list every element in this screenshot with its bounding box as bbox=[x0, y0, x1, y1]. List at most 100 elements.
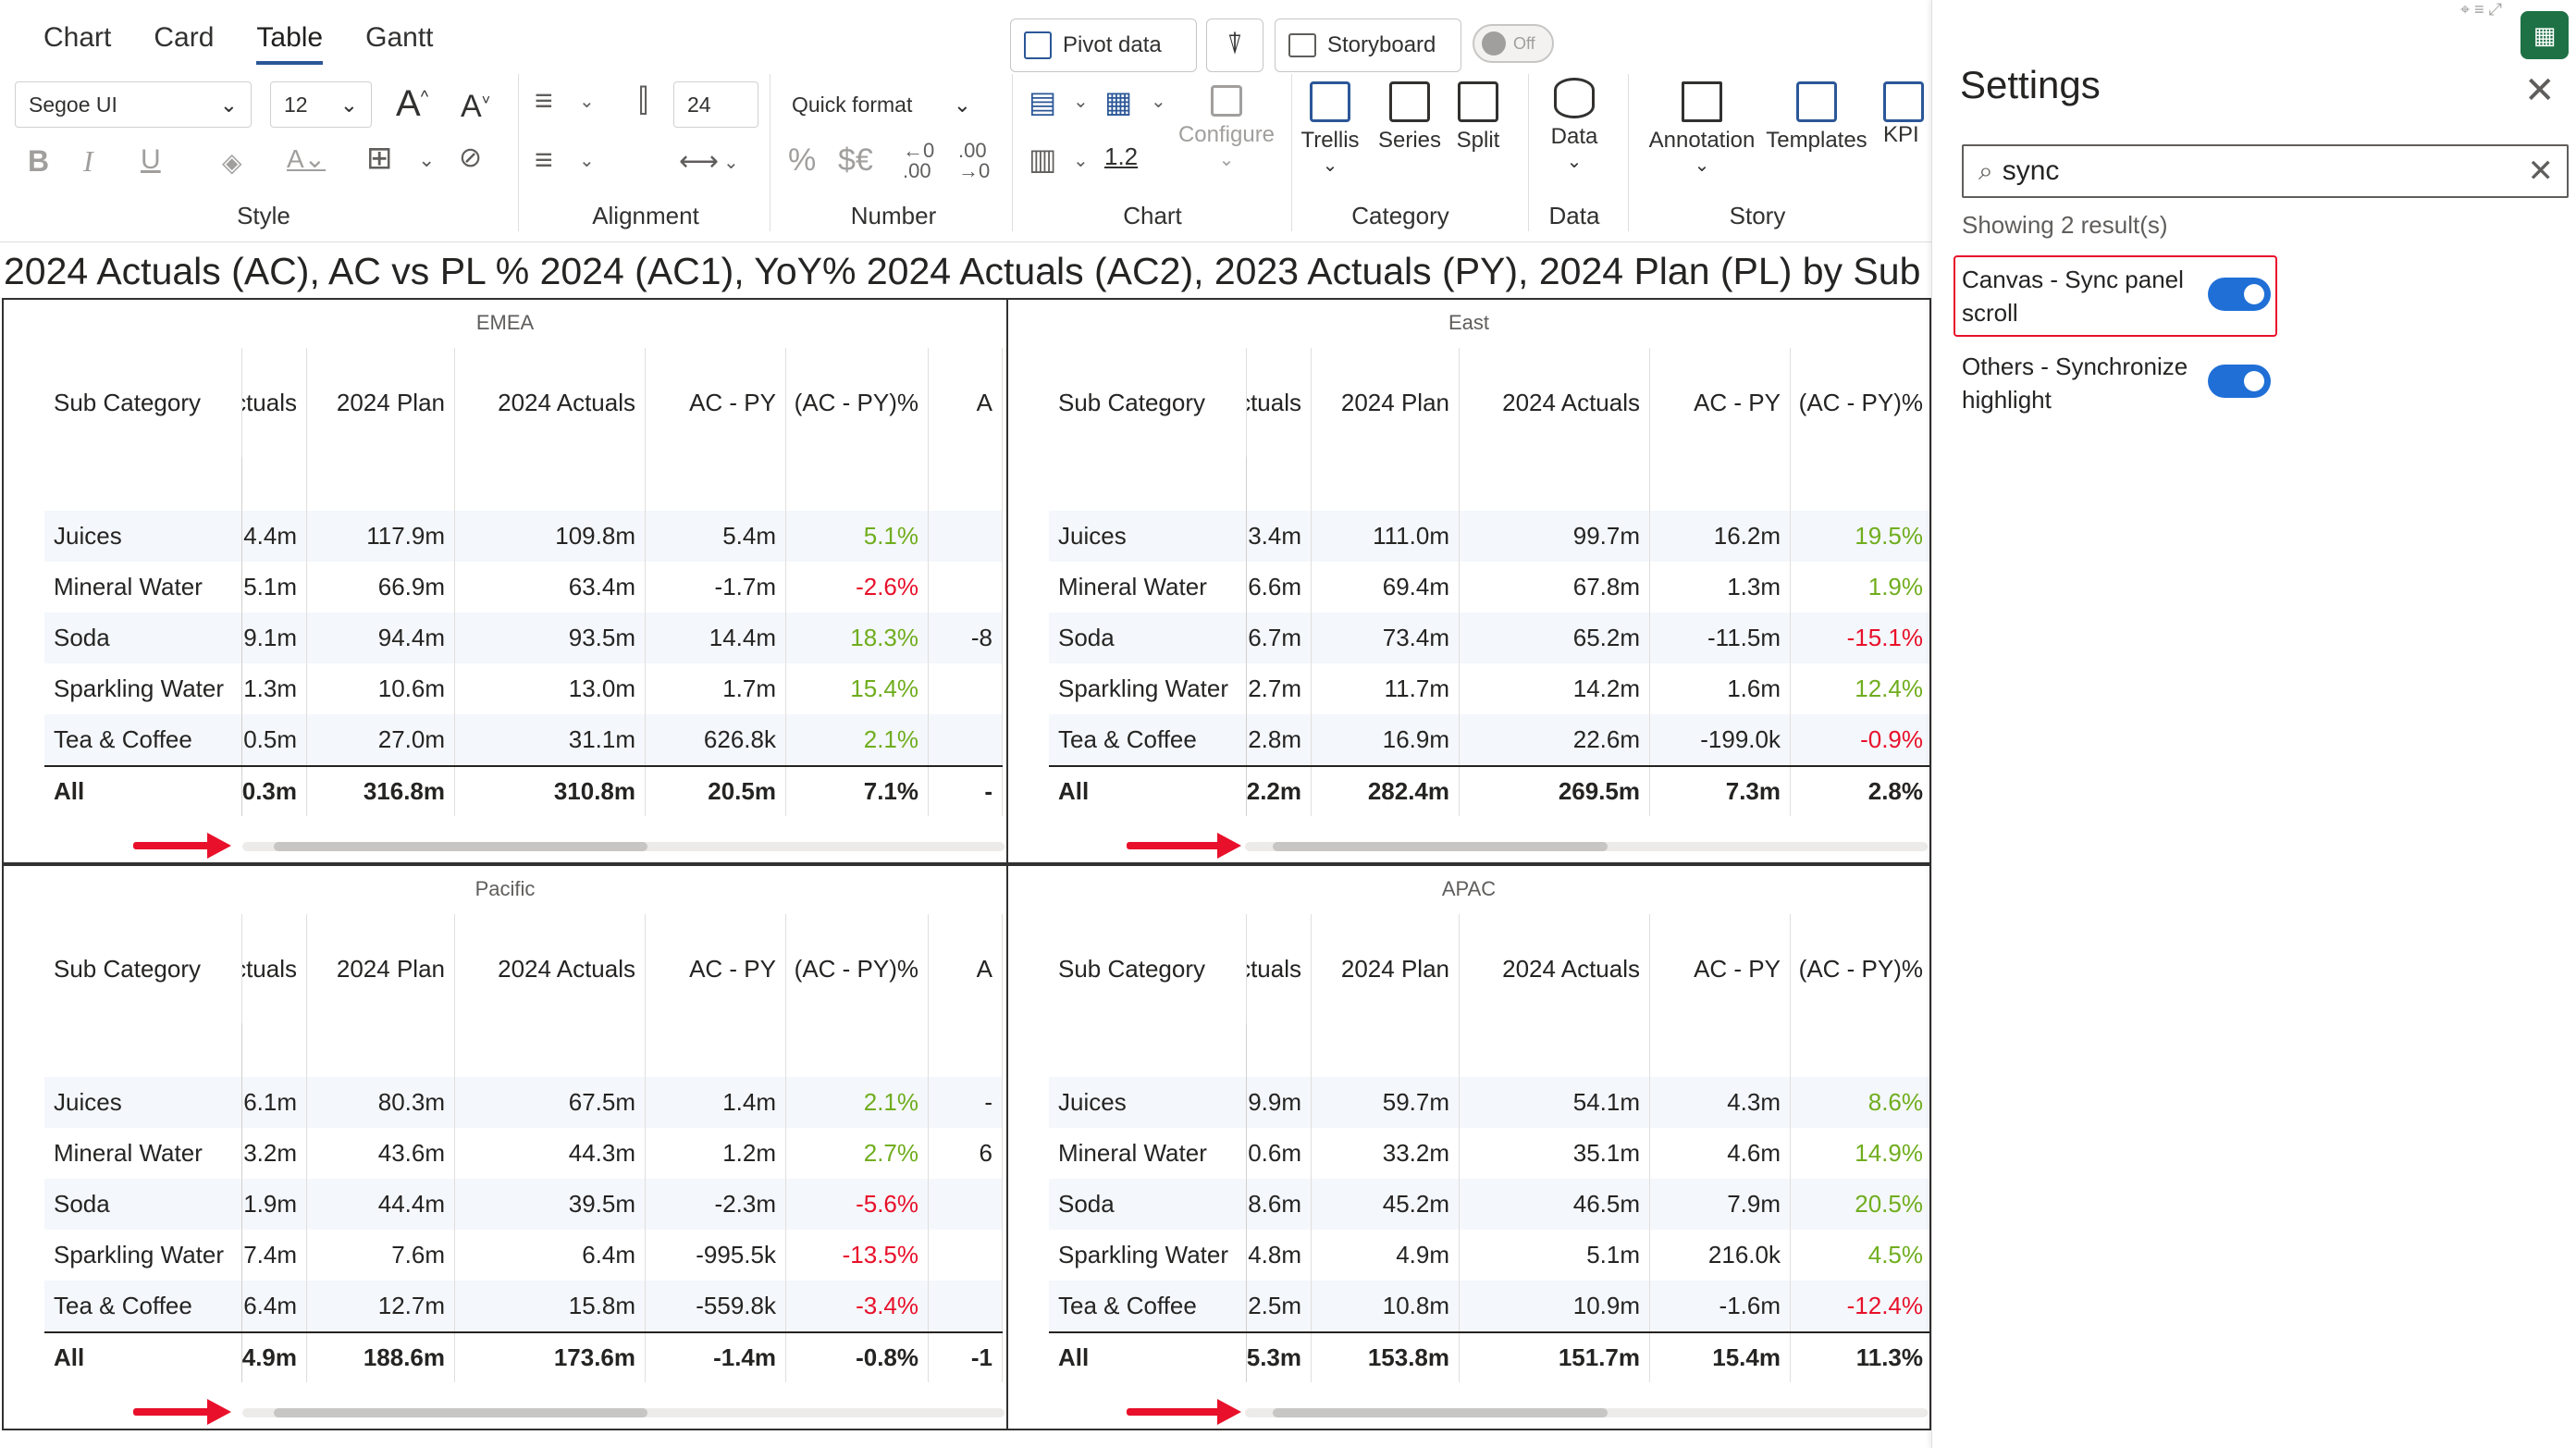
table-row[interactable]: Sparkling Water 7.4m 7.6m 6.4m -995.5k -13.5% bbox=[44, 1230, 1003, 1281]
table-row[interactable]: Sparkling Water 2.7m 11.7m 14.2m 1.6m 12.4% bbox=[1049, 663, 1929, 714]
fill-icon[interactable]: ◈ bbox=[222, 148, 242, 177]
chevron-down-icon[interactable]: ⌄ bbox=[418, 148, 436, 171]
table-row[interactable]: Soda 9.1m 94.4m 93.5m 14.4m 18.3% -8 bbox=[44, 613, 1003, 663]
filter-button[interactable]: ⍒ bbox=[1206, 19, 1263, 72]
chart-layout-icon[interactable]: ▤ bbox=[1029, 85, 1057, 118]
font-size-value: 12 bbox=[284, 92, 308, 117]
chevron-down-icon[interactable]: ⌄ bbox=[579, 151, 595, 171]
percent-icon[interactable]: % bbox=[788, 142, 817, 178]
font-shrink-icon[interactable]: A˅ bbox=[461, 89, 491, 124]
table-row[interactable]: Soda 6.7m 73.4m 65.2m -11.5m -15.1% bbox=[1049, 613, 1929, 663]
border-icon[interactable]: ⊞ bbox=[366, 141, 393, 176]
window-controls[interactable]: ⌖ ≡ ⤢ bbox=[2460, 0, 2503, 19]
chart-grid-icon[interactable]: ▥ bbox=[1029, 142, 1057, 176]
underline-icon[interactable]: U bbox=[141, 144, 161, 175]
scrollbar-thumb[interactable] bbox=[274, 1408, 647, 1417]
currency-icon[interactable]: $€ bbox=[838, 142, 873, 178]
table-spacer-row[interactable] bbox=[44, 457, 1003, 511]
split-button[interactable]: Split bbox=[1441, 81, 1515, 154]
table-row[interactable]: Juices 3.4m 111.0m 99.7m 16.2m 19.5% bbox=[1049, 511, 1929, 562]
chevron-down-icon[interactable]: ⌄ bbox=[1073, 151, 1089, 171]
quick-format-select[interactable]: Quick format ⌄ bbox=[779, 81, 984, 128]
table-row[interactable]: Tea & Coffee 2.8m 16.9m 22.6m -199.0k -0.9% bbox=[1049, 714, 1929, 765]
tab-gantt[interactable]: Gantt bbox=[365, 22, 434, 53]
table-total-row[interactable]: All 5.3m 153.8m 151.7m 15.4m 11.3% bbox=[1049, 1331, 1929, 1382]
table-row[interactable]: Tea & Coffee 2.5m 10.8m 10.9m -1.6m -12.4% bbox=[1049, 1281, 1929, 1331]
app-badge-icon[interactable]: ▦ bbox=[2521, 11, 2569, 59]
configure-button[interactable]: Configure ⌄ bbox=[1171, 85, 1282, 171]
row-height-input[interactable]: 24 bbox=[673, 81, 758, 128]
chevron-down-icon: ⌄ bbox=[1218, 150, 1235, 170]
scrollbar-thumb[interactable] bbox=[274, 842, 647, 851]
table-spacer-row[interactable] bbox=[1049, 1023, 1929, 1077]
table-row[interactable]: Mineral Water 5.1m 66.9m 63.4m -1.7m -2.6% bbox=[44, 562, 1003, 613]
annotation-icon bbox=[1682, 81, 1722, 122]
value-cell bbox=[455, 1023, 646, 1077]
decrease-decimal-icon[interactable]: ←0.00 bbox=[903, 139, 935, 182]
table-row[interactable]: Mineral Water 0.6m 33.2m 35.1m 4.6m 14.9% bbox=[1049, 1128, 1929, 1179]
column-width-icon[interactable]: ⟷ bbox=[679, 146, 720, 177]
font-color-icon[interactable]: A⌄ bbox=[287, 144, 327, 173]
font-size-select[interactable]: 12 ⌄ bbox=[270, 81, 372, 128]
bold-icon[interactable]: B bbox=[28, 144, 50, 178]
align-icon[interactable]: ≡ bbox=[535, 83, 553, 118]
trellis-button[interactable]: Trellis ⌄ bbox=[1293, 81, 1367, 177]
decimal-value[interactable]: 1.2 bbox=[1104, 142, 1139, 170]
table-row[interactable]: Sparkling Water 1.3m 10.6m 13.0m 1.7m 15.4% bbox=[44, 663, 1003, 714]
tab-card[interactable]: Card bbox=[154, 22, 215, 53]
series-button[interactable]: Series bbox=[1373, 81, 1447, 154]
chevron-down-icon[interactable]: ⌄ bbox=[1151, 92, 1166, 112]
font-grow-icon[interactable]: A^ bbox=[396, 83, 429, 124]
increase-decimal-icon[interactable]: .00 →0 bbox=[958, 139, 991, 182]
table-row[interactable]: Juices 6.1m 80.3m 67.5m 1.4m 2.1% - bbox=[44, 1077, 1003, 1128]
storyboard-toggle[interactable]: Off bbox=[1473, 24, 1554, 63]
value-cell bbox=[929, 1023, 1003, 1077]
table-total-row[interactable]: All 4.9m 188.6m 173.6m -1.4m -0.8% -1 bbox=[44, 1331, 1003, 1382]
kpi-button[interactable]: KPI bbox=[1883, 81, 1931, 148]
italic-icon[interactable]: I bbox=[83, 144, 93, 178]
value-cell: 9.9m bbox=[1247, 1077, 1312, 1128]
pivot-data-button[interactable]: Pivot data bbox=[1010, 19, 1197, 72]
chevron-down-icon[interactable]: ⌄ bbox=[723, 153, 739, 173]
annotation-button[interactable]: Annotation ⌄ bbox=[1637, 81, 1767, 177]
table-row[interactable]: Juices 4.4m 117.9m 109.8m 5.4m 5.1% bbox=[44, 511, 1003, 562]
sync-scroll-toggle[interactable] bbox=[2208, 278, 2271, 311]
value-cell: -13.5% bbox=[786, 1230, 929, 1281]
storyboard-button[interactable]: Storyboard bbox=[1275, 19, 1461, 72]
settings-search-input[interactable]: ⌕ sync ✕ bbox=[1962, 144, 2569, 198]
tab-table[interactable]: Table bbox=[235, 17, 344, 65]
hide-icon[interactable]: ⊘ bbox=[459, 142, 483, 173]
scrollbar-thumb[interactable] bbox=[1273, 1408, 1608, 1417]
table-total-row[interactable]: All 2.2m 282.4m 269.5m 7.3m 2.8% bbox=[1049, 765, 1929, 816]
table-total-row[interactable]: All 0.3m 316.8m 310.8m 20.5m 7.1% - bbox=[44, 765, 1003, 816]
table-spacer-row[interactable] bbox=[1049, 457, 1929, 511]
font-family-select[interactable]: Segoe UI ⌄ bbox=[15, 81, 252, 128]
chevron-down-icon[interactable]: ⌄ bbox=[1073, 92, 1089, 112]
table-row[interactable]: Sparkling Water 4.8m 4.9m 5.1m 216.0k 4.5% bbox=[1049, 1230, 1929, 1281]
table-spacer-row[interactable] bbox=[44, 1023, 1003, 1077]
table-row[interactable]: Tea & Coffee 0.5m 27.0m 31.1m 626.8k 2.1% bbox=[44, 714, 1003, 765]
table-row[interactable]: Tea & Coffee 6.4m 12.7m 15.8m -559.8k -3.4% bbox=[44, 1281, 1003, 1331]
value-cell: 1.3m bbox=[242, 663, 307, 714]
data-button[interactable]: Data ⌄ bbox=[1537, 78, 1611, 173]
table-row[interactable]: Mineral Water 6.6m 69.4m 67.8m 1.3m 1.9% bbox=[1049, 562, 1929, 613]
vertical-align-icon[interactable]: ≡ bbox=[535, 142, 553, 178]
chevron-down-icon[interactable]: ⌄ bbox=[579, 92, 595, 112]
templates-button[interactable]: Templates bbox=[1761, 81, 1872, 154]
table-row[interactable]: Mineral Water 3.2m 43.6m 44.3m 1.2m 2.7% 6 bbox=[44, 1128, 1003, 1179]
value-cell bbox=[242, 457, 307, 511]
table-row[interactable]: Soda 1.9m 44.4m 39.5m -2.3m -5.6% bbox=[44, 1179, 1003, 1230]
tab-chart[interactable]: Chart bbox=[43, 22, 112, 53]
table-row[interactable]: Soda 8.6m 45.2m 46.5m 7.9m 20.5% bbox=[1049, 1179, 1929, 1230]
close-icon[interactable]: ✕ bbox=[2524, 70, 2556, 111]
chart-axis-icon[interactable]: ▦ bbox=[1104, 85, 1133, 118]
sync-highlight-toggle[interactable] bbox=[2208, 365, 2271, 398]
storyboard-label: Storyboard bbox=[1327, 32, 1436, 57]
clear-search-icon[interactable]: ✕ bbox=[2527, 154, 2555, 189]
scrollbar-thumb[interactable] bbox=[1273, 842, 1608, 851]
table-row[interactable]: Juices 9.9m 59.7m 54.1m 4.3m 8.6% bbox=[1049, 1077, 1929, 1128]
